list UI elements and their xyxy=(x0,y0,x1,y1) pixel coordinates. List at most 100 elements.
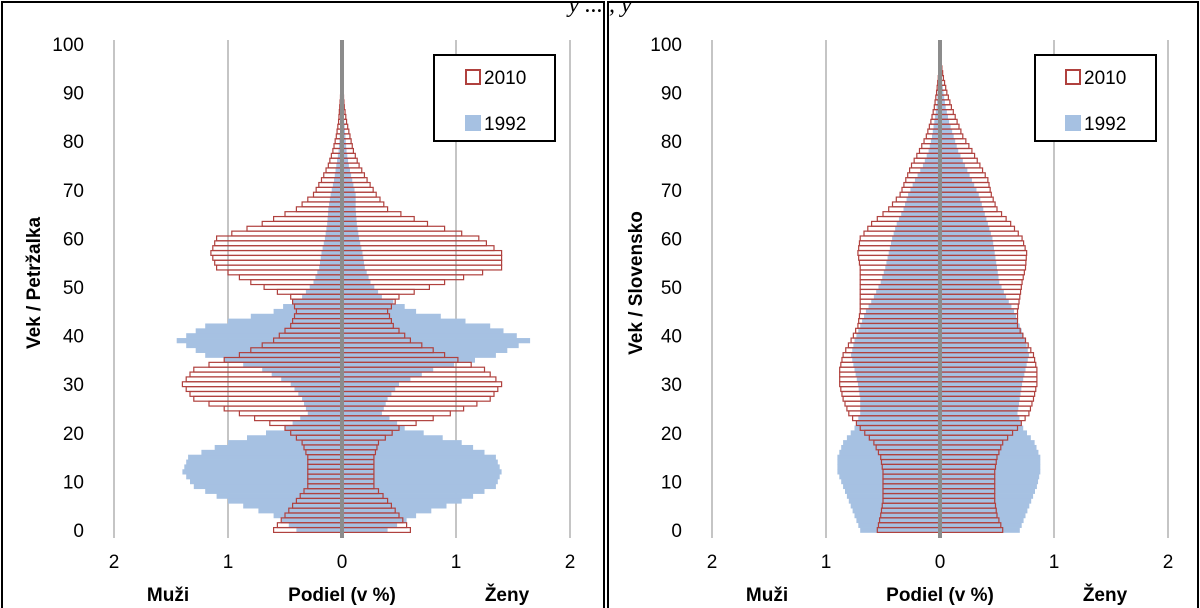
bar-1992 xyxy=(243,503,447,509)
y-tick-label: 0 xyxy=(73,521,84,542)
bar-1992 xyxy=(281,376,411,383)
right-side-label: Ženy xyxy=(485,584,530,606)
legend-box xyxy=(1034,54,1157,142)
bar-1992 xyxy=(205,323,491,329)
legend-swatch-2010 xyxy=(465,69,481,85)
y-tick-label: 0 xyxy=(671,521,682,542)
x-tick-label: 2 xyxy=(1163,552,1174,573)
bar-1992 xyxy=(250,313,441,319)
bar-1992 xyxy=(930,138,956,145)
y-tick-label: 40 xyxy=(63,327,84,348)
bar-1992 xyxy=(896,221,988,227)
x-tick-label: 1 xyxy=(451,552,462,573)
bar-1992 xyxy=(228,498,462,504)
legend: 2010 1992 xyxy=(1034,54,1157,142)
y-tick-labels: 0 10 20 30 40 50 60 70 80 90 100 xyxy=(52,35,84,542)
legend-label-2010: 2010 xyxy=(1084,68,1126,89)
bar-1992 xyxy=(266,430,424,436)
y-tick-label: 80 xyxy=(661,132,682,153)
bar-1992 xyxy=(304,401,386,407)
x-axis-label: Podiel (v %) xyxy=(886,585,994,606)
bar-1992 xyxy=(933,124,951,130)
right-side-label: Ženy xyxy=(1083,584,1128,606)
x-tick-label: 1 xyxy=(1049,552,1060,573)
left-side-label: Muži xyxy=(147,585,189,606)
bar-1992 xyxy=(186,333,517,339)
top-caption: y ... , y xyxy=(566,0,632,18)
x-tick-label: 2 xyxy=(109,552,120,573)
x-tick-label: 0 xyxy=(935,552,946,573)
bar-1992 xyxy=(262,367,434,373)
y-axis-label: Vek / Slovensko xyxy=(626,211,647,355)
bar-1992 xyxy=(917,172,970,179)
y-tick-labels: 0 10 20 30 40 50 60 70 80 90 100 xyxy=(650,35,682,542)
y-tick-label: 80 xyxy=(63,132,84,153)
bar-1992 xyxy=(903,206,984,213)
bar-1992 xyxy=(305,406,384,412)
legend-box xyxy=(433,54,556,142)
bar-1992 xyxy=(228,440,462,446)
bar-1992 xyxy=(271,372,422,378)
bar-1992 xyxy=(205,488,485,494)
bar-1992 xyxy=(258,508,432,514)
bar-1992 xyxy=(893,231,991,237)
y-tick-label: 30 xyxy=(661,375,682,396)
legend: 2010 1992 xyxy=(433,54,556,142)
bar-1992 xyxy=(895,226,990,232)
x-tick-label: 1 xyxy=(821,552,832,573)
bar-1992 xyxy=(298,391,392,397)
bar-1992 xyxy=(205,352,496,358)
bar-1992 xyxy=(929,143,957,149)
legend-label-1992: 1992 xyxy=(484,114,526,135)
bar-1992 xyxy=(292,420,398,426)
x-tick-label: 2 xyxy=(565,552,576,573)
legend-swatch-1992 xyxy=(465,115,481,131)
bar-1992 xyxy=(926,153,961,159)
bar-1992 xyxy=(193,483,496,490)
y-tick-label: 40 xyxy=(661,327,682,348)
legend-swatch-1992 xyxy=(1065,115,1081,131)
y-tick-label: 50 xyxy=(661,278,682,299)
y-tick-label: 50 xyxy=(63,278,84,299)
bar-1992 xyxy=(195,347,508,353)
bar-1992 xyxy=(307,410,382,417)
bar-1992 xyxy=(195,328,504,334)
bar-1992 xyxy=(932,133,954,140)
bar-1992 xyxy=(901,211,985,217)
bar-1992 xyxy=(300,415,390,422)
bar-1992 xyxy=(920,167,968,174)
bar-1992 xyxy=(247,435,443,441)
chart-frame xyxy=(607,1,1199,608)
bar-1992 xyxy=(243,362,455,368)
bar-1992 xyxy=(273,513,417,519)
y-tick-label: 10 xyxy=(661,472,682,493)
bar-1992 xyxy=(905,201,982,208)
bar-1992 xyxy=(892,235,993,242)
y-tick-label: 10 xyxy=(63,472,84,493)
left-side-label: Muži xyxy=(746,585,788,606)
bar-1992 xyxy=(176,338,531,344)
bar-1992 xyxy=(906,197,981,203)
bar-1992 xyxy=(932,129,953,135)
chart-frame xyxy=(1,1,605,608)
bar-1992 xyxy=(302,396,388,402)
y-tick-label: 100 xyxy=(650,35,682,56)
bar-1992 xyxy=(922,163,966,169)
y-tick-label: 70 xyxy=(661,181,682,202)
y-tick-label: 20 xyxy=(661,424,682,445)
y-tick-label: 90 xyxy=(661,84,682,105)
bar-1992 xyxy=(914,177,972,183)
bar-1992 xyxy=(898,216,987,222)
x-tick-labels: 2 1 0 1 2 xyxy=(109,552,576,573)
x-tick-label: 1 xyxy=(223,552,234,573)
y-tick-label: 60 xyxy=(661,229,682,250)
legend-label-1992: 1992 xyxy=(1084,114,1126,135)
legend-swatch-2010 xyxy=(1065,69,1081,85)
y-tick-label: 90 xyxy=(63,84,84,105)
bar-1992 xyxy=(890,240,994,247)
bar-1992 xyxy=(285,425,405,431)
bar-1992 xyxy=(290,381,399,388)
